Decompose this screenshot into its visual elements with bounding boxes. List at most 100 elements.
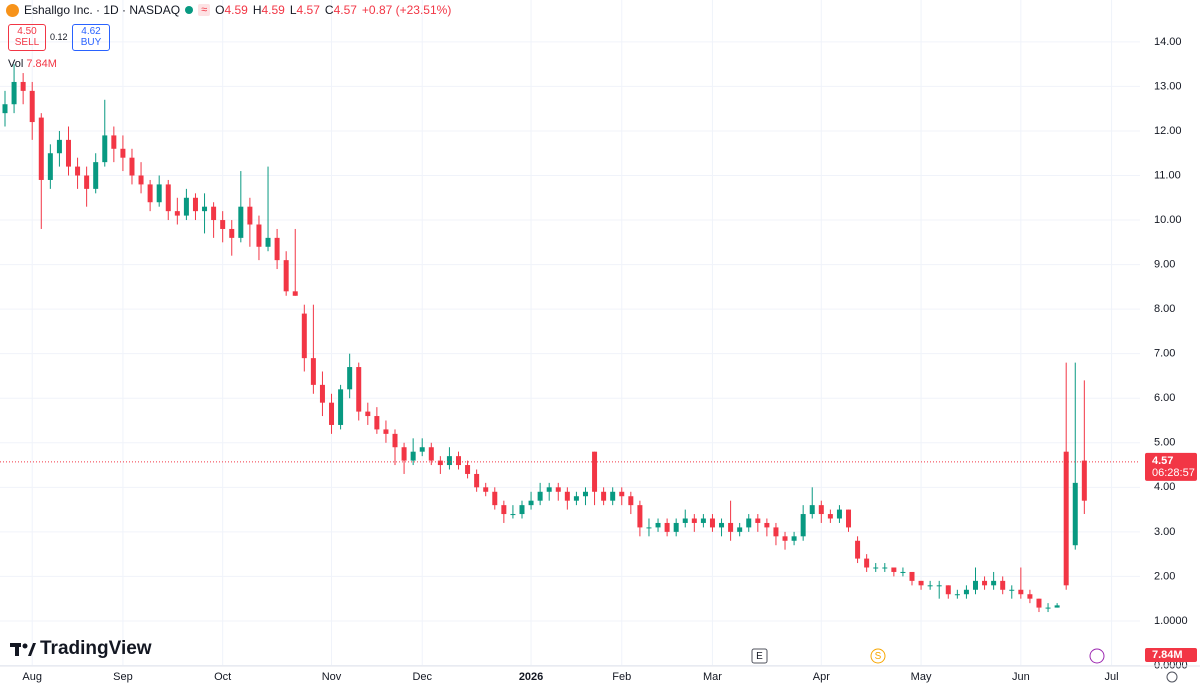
candle-body	[945, 585, 951, 595]
y-tick-label: 3.00	[1154, 526, 1175, 538]
candle-body	[1000, 580, 1006, 590]
sell-price: 4.50	[17, 26, 37, 37]
candle-body	[165, 184, 171, 212]
candle-body	[873, 567, 879, 569]
candle-body	[728, 522, 734, 532]
candle-body	[1063, 451, 1069, 586]
ohlc: O4.59	[215, 3, 248, 17]
ohlc-label: H	[252, 3, 262, 17]
y-tick-label: 9.00	[1154, 259, 1175, 271]
candle-body	[546, 487, 552, 492]
candle-body	[147, 184, 153, 203]
sell-label: SELL	[14, 37, 40, 48]
header: Eshallgo Inc. · 1D · NASDAQ ≈ O4.59 H4.5…	[6, 3, 451, 17]
candle-body	[247, 206, 253, 225]
candle-body	[737, 527, 743, 532]
x-tick-label: Jun	[1012, 671, 1030, 683]
y-tick-label: 10.00	[1154, 214, 1182, 226]
x-tick-label: Mar	[703, 671, 722, 683]
x-tick-label: Sep	[113, 671, 133, 683]
candle-body	[310, 358, 316, 385]
candle-body	[437, 460, 443, 466]
buy-price: 4.62	[81, 26, 101, 37]
candle-body	[555, 487, 561, 492]
candle-body	[93, 162, 99, 189]
volume-tag-value: 7.84M	[1152, 649, 1183, 661]
candle-body	[65, 139, 71, 167]
candle-body	[800, 514, 806, 537]
brand[interactable]: TradingView	[10, 638, 152, 660]
candle-body	[972, 580, 978, 590]
candle-body	[156, 184, 162, 203]
candle-body	[682, 518, 688, 523]
candle-body	[492, 491, 498, 506]
candle-body	[592, 451, 598, 492]
earnings-marker-label: E	[756, 651, 763, 662]
candle-body	[601, 491, 607, 501]
x-tick-label: 2026	[519, 671, 543, 683]
candle-body	[419, 447, 425, 452]
lightning-icon	[1089, 648, 1105, 664]
candle-body	[192, 197, 198, 212]
ohlc-value: 4.57	[333, 3, 357, 17]
candle-body	[827, 514, 833, 519]
candle-body	[836, 509, 842, 519]
volume-tag	[1145, 648, 1197, 662]
candle-body	[474, 473, 480, 488]
y-tick-label: 5.00	[1154, 437, 1175, 449]
candle-body	[20, 81, 26, 91]
candle-body	[383, 429, 389, 434]
x-tick-label: Feb	[612, 671, 631, 683]
candle-body	[846, 509, 852, 528]
candle-body	[900, 571, 906, 573]
spread: 0.12	[50, 32, 68, 42]
candle-body	[501, 505, 507, 515]
compare-icon[interactable]: ≈	[198, 4, 211, 16]
ohlc-label: L	[289, 3, 297, 17]
candle-body	[129, 157, 135, 176]
candle-body	[1072, 482, 1078, 546]
candle-body	[818, 505, 824, 515]
ohlc: L4.57	[290, 3, 320, 17]
symbol-logo	[6, 3, 19, 17]
ohlc: H4.59	[253, 3, 285, 17]
sell-button[interactable]: 4.50 SELL	[8, 24, 46, 51]
x-tick-label: May	[911, 671, 932, 683]
candle-body	[510, 514, 516, 516]
candle-body	[855, 540, 861, 559]
y-tick-label: 14.00	[1154, 36, 1182, 48]
y-tick-label: 12.00	[1154, 125, 1182, 137]
candle-body	[183, 197, 189, 216]
price-tag-value: 4.57	[1152, 455, 1173, 467]
candle-body	[700, 518, 706, 523]
x-tick-label: Dec	[412, 671, 432, 683]
candle-body	[301, 313, 307, 359]
candle-body	[637, 505, 643, 528]
candle-body	[29, 90, 35, 123]
candle-body	[809, 505, 815, 515]
candle-body	[782, 536, 788, 541]
candle-body	[936, 585, 942, 587]
candle-body	[274, 237, 280, 261]
candle-body	[456, 456, 461, 466]
candle-body	[374, 416, 380, 430]
candle-body	[655, 522, 661, 528]
candle-body	[791, 536, 797, 541]
candle-body	[1009, 589, 1015, 591]
candle-body	[47, 153, 53, 180]
settings-icon[interactable]	[1166, 671, 1178, 683]
candle-body	[38, 117, 44, 180]
ohlc-value: 4.59	[224, 3, 248, 17]
candle-body	[1018, 589, 1024, 595]
candle-body	[537, 491, 543, 501]
candle-body	[446, 456, 452, 466]
ohlc-value: 4.59	[261, 3, 285, 17]
symbol-title[interactable]: Eshallgo Inc. · 1D · NASDAQ	[24, 3, 181, 17]
x-tick-label: Oct	[214, 671, 231, 683]
buy-button[interactable]: 4.62 BUY	[72, 24, 110, 51]
candle-body	[238, 206, 244, 238]
candle-body	[365, 411, 371, 417]
candle-body	[927, 585, 933, 587]
buy-label: BUY	[80, 37, 102, 48]
